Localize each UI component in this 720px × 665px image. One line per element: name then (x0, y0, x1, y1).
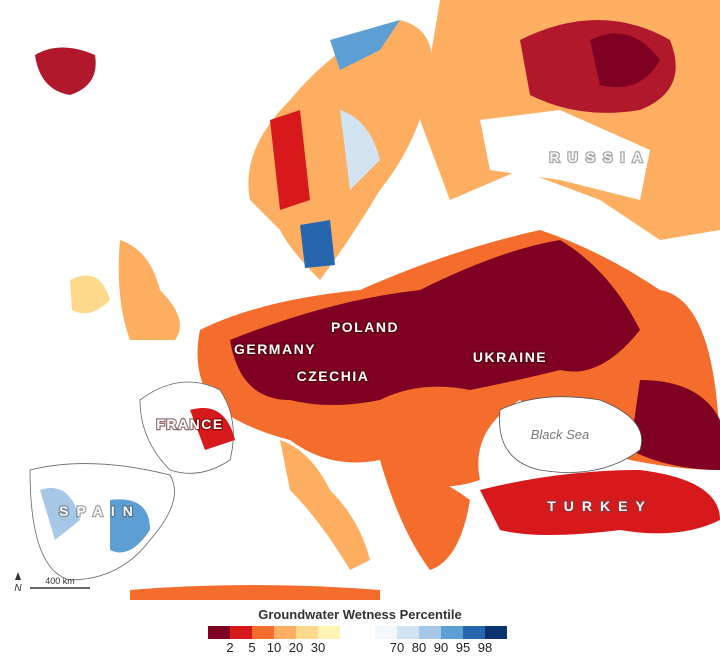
place-label: FRANCE (156, 416, 223, 432)
region-russia-wet (480, 110, 650, 200)
legend-tick-label: 90 (434, 640, 448, 655)
region-norway-dry (270, 110, 310, 210)
region-spain-wet2 (110, 499, 150, 553)
legend-tick-label: 5 (248, 640, 255, 655)
north-label: N (14, 583, 22, 594)
map-labels: POLAND GERMANY CZECHIA UKRAINE FRANCE SPAIN TU… (58, 148, 653, 521)
legend-tick-label: 2 (226, 640, 233, 655)
legend-tick-label: 98 (478, 640, 492, 655)
region-spain-wet (40, 488, 80, 540)
legend-tick-label: 80 (412, 640, 426, 655)
place-label: Black Sea (531, 427, 590, 442)
legend: Groundwater Wetness Percentile 2 5 10 20 30 7… (208, 607, 507, 655)
region-italy (280, 440, 370, 570)
map-area (29, 0, 720, 600)
region-spain (29, 463, 175, 581)
place-label: GERMANY (234, 341, 316, 357)
legend-swatch (441, 626, 463, 639)
region-turkey (480, 470, 720, 535)
region-russia-core (590, 33, 660, 88)
region-ireland (70, 275, 110, 314)
legend-swatch (208, 626, 230, 639)
place-label: RUSSIA (550, 149, 651, 165)
region-france (139, 381, 234, 474)
region-africa (130, 585, 380, 600)
legend-tick-label: 70 (390, 640, 404, 655)
legend-swatch (252, 626, 274, 639)
legend-swatch (274, 626, 296, 639)
region-central-core (230, 240, 640, 405)
region-britain (118, 240, 180, 340)
region-sweden-wet (300, 220, 335, 268)
legend-swatch (419, 626, 441, 639)
legend-tick-label: 30 (311, 640, 325, 655)
region-caucasus-core (630, 380, 720, 470)
region-iceland (35, 47, 96, 95)
scale-label: 400 km (45, 576, 75, 586)
legend-swatch (463, 626, 485, 639)
region-france-dry (190, 408, 235, 450)
region-sweden-wet2 (340, 110, 380, 190)
black-sea (499, 396, 642, 473)
legend-title: Groundwater Wetness Percentile (258, 607, 462, 622)
legend-swatch (318, 626, 340, 639)
place-label: POLAND (331, 319, 399, 335)
region-scandinavia (248, 20, 432, 280)
region-balkans (380, 460, 470, 570)
region-lapland-wet (330, 20, 400, 70)
legend-swatch (230, 626, 252, 639)
scale-bar: 400 km N (14, 572, 90, 594)
legend-swatch (375, 626, 397, 639)
place-label: CZECHIA (297, 368, 370, 384)
legend-tick-label: 95 (456, 640, 470, 655)
place-label: TURKEY (547, 498, 653, 514)
north-arrow (15, 572, 21, 580)
legend-tick-label: 10 (267, 640, 281, 655)
place-label: SPAIN (59, 503, 141, 519)
place-label: UKRAINE (473, 349, 547, 365)
legend-tick-label: 20 (289, 640, 303, 655)
legend-swatch (296, 626, 318, 639)
legend-swatch (397, 626, 419, 639)
legend-swatch (485, 626, 507, 639)
